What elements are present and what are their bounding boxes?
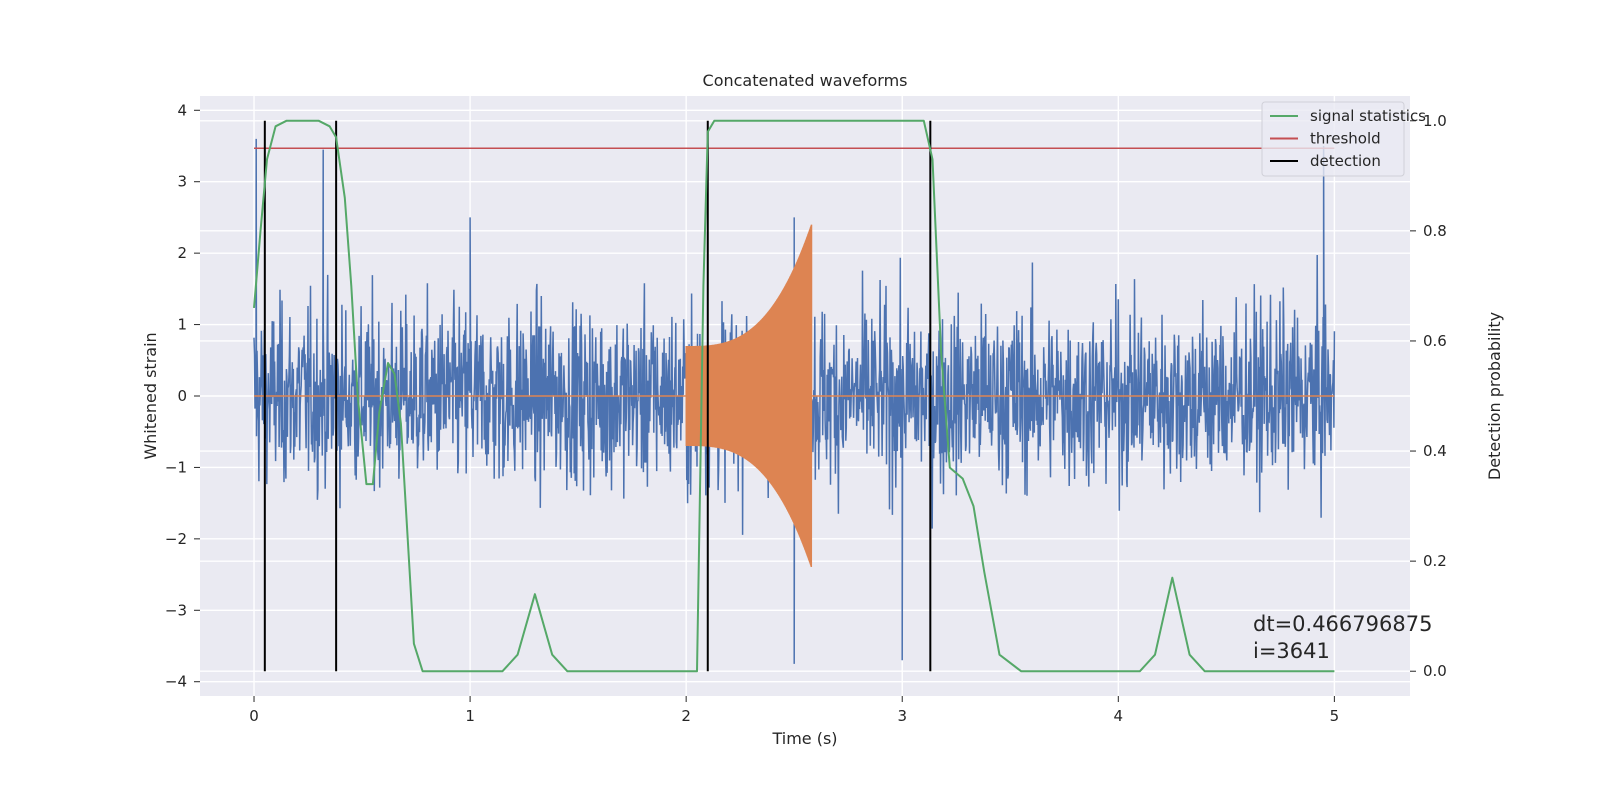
legend-label: signal statistics [1310,107,1426,125]
y2-tick-label: 0.4 [1423,442,1447,460]
legend: signal statistics threshold detection [1261,101,1426,177]
x-tick-label: 2 [681,707,691,725]
legend-label: detection [1310,152,1381,170]
y2-tick-label: 0.8 [1423,222,1447,240]
x-tick-label: 5 [1330,707,1340,725]
annotation-line: dt=0.466796875 [1253,612,1432,636]
x-tick-label: 4 [1114,707,1124,725]
x-axis-label: Time (s) [771,729,837,748]
y-tick-label: 2 [177,244,187,262]
y-tick-label: 4 [177,101,187,119]
y-axis-label: Whitened strain [141,332,160,459]
y-tick-label: 3 [177,173,187,191]
series-layer [253,119,1336,673]
y2-tick-label: 0.0 [1423,662,1447,680]
y-tick-label: −1 [165,458,187,476]
y2-tick-label: 0.2 [1423,552,1447,570]
y-tick-label: 0 [177,387,187,405]
y-tick-label: −3 [165,601,187,619]
y-tick-label: −4 [165,673,187,691]
legend-label: threshold [1310,130,1381,148]
annotation-line: i=3641 [1253,639,1330,663]
y2-tick-label: 1.0 [1423,112,1447,130]
y2-axis-label: Detection probability [1485,312,1504,480]
x-tick-label: 3 [897,707,907,725]
x-tick-label: 0 [249,707,259,725]
annotation: dt=0.466796875 i=3641 [1253,612,1432,663]
legend-box [1261,101,1405,177]
y-tick-label: 1 [177,316,187,334]
y-tick-label: −2 [165,530,187,548]
y2-tick-label: 0.6 [1423,332,1447,350]
signal-statistics-line [253,119,1335,673]
axes-layer: 0 1 2 3 4 5 −4 −3 −2 −1 0 1 2 3 4 0.0 0.2 0.4 0.6 0.8 1.0 [165,101,1447,725]
x-tick-label: 1 [465,707,475,725]
chart-title: Concatenated waveforms [703,71,908,90]
